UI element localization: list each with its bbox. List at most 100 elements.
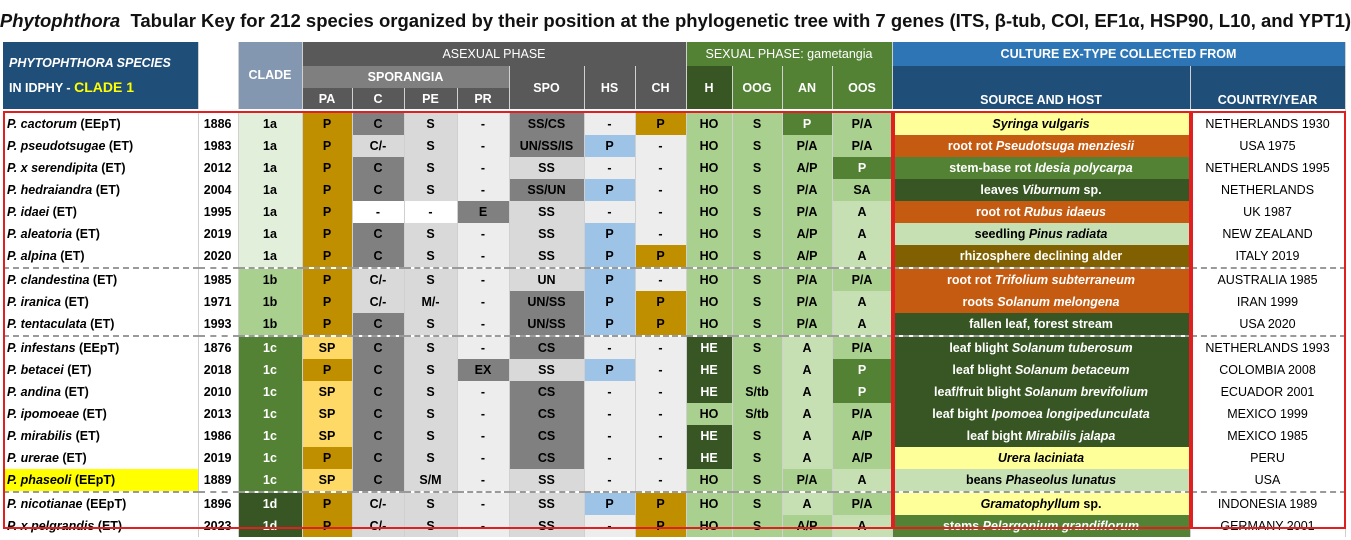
an-value: P [782,113,833,135]
clade-value: 1b [238,268,303,291]
oog-value: S [732,291,783,313]
header-oog: OOG [732,66,783,109]
c-value: C/- [352,515,405,537]
source-host: leaf blight Solanum betaceum [892,359,1191,381]
country-year: USA 2020 [1190,313,1346,337]
species-type-code: (ET) [49,205,77,219]
table-row: P. phaseoli (EEpT) 1889 1c SP C S/M - SS - - HO S P/… [3,469,1346,493]
ch-value: - [635,179,687,201]
country-year: COLOMBIA 2008 [1190,359,1346,381]
pe-value: S [404,135,458,157]
oos-value: A [832,469,893,493]
species-binomial: P. alpina [7,249,57,263]
an-value: P/A [782,179,833,201]
species-name: P. andina (ET) [3,381,199,403]
oos-value: A [832,313,893,337]
country-year: MEXICO 1985 [1190,425,1346,447]
oog-value: S [732,179,783,201]
species-name: P. pseudotsugae (ET) [3,135,199,157]
spo-value: SS [509,223,585,245]
country-year: ECUADOR 2001 [1190,381,1346,403]
country-year: USA [1190,469,1346,493]
an-value: P/A [782,201,833,223]
ch-value: P [635,245,687,269]
pr-value: - [457,469,510,493]
spo-value: CS [509,381,585,403]
header-clade-tag: CLADE 1 [74,79,134,95]
oog-value: S [732,201,783,223]
spo-value: SS [509,492,585,515]
c-value: C [352,336,405,359]
header-spo: SPO [509,66,585,109]
host-species: Ipomoea longipedunculata [991,407,1150,421]
an-value: P/A [782,268,833,291]
species-type-code: (ET) [86,317,115,331]
c-value: C [352,425,405,447]
host-species: Syringa vulgaris [992,117,1090,131]
an-value: A [782,403,833,425]
an-value: A [782,447,833,469]
ch-value: P [635,291,687,313]
ch-value: P [635,113,687,135]
c-value: C/- [352,268,405,291]
spo-value: UN [509,268,585,291]
pr-value: - [457,447,510,469]
host-species: Solanum betaceum [1014,363,1130,377]
c-value: - [352,201,405,223]
spo-value: SS [509,359,585,381]
species-name: P. urerae (ET) [3,447,199,469]
source-host: Gramatophyllum sp. [892,492,1191,515]
species-table: PHYTOPHTHORA SPECIES IN IDPHY - CLADE 1 … [3,42,1346,537]
pr-value: - [457,135,510,157]
table-row: P. hedraiandra (ET) 2004 1a P C S - SS/UN P - HO S P… [3,179,1346,201]
pr-value: EX [457,359,510,381]
pe-value: S [404,268,458,291]
species-type-code: (ET) [97,161,126,175]
header-c: C [352,88,405,109]
country-year: GERMANY 2001 [1190,515,1346,537]
country-year: IRAN 1999 [1190,291,1346,313]
pr-value: - [457,515,510,537]
source-host: leaf bight Ipomoea longipedunculata [892,403,1191,425]
species-year: 1971 [198,291,239,313]
c-value: C [352,381,405,403]
clade-value: 1c [238,381,303,403]
species-binomial: P. phaseoli [7,473,72,487]
source-text: rhizosphere declining alder [959,249,1123,263]
species-type-code: (ET) [89,273,118,287]
species-name: P. ipomoeae (ET) [3,403,199,425]
an-value: A [782,492,833,515]
species-year: 1993 [198,313,239,337]
pa-value: P [302,245,353,269]
c-value: C [352,313,405,337]
oog-value: S [732,336,783,359]
pe-value: S [404,157,458,179]
species-name: P. hedraiandra (ET) [3,179,199,201]
an-value: P/A [782,469,833,493]
country-year: NEW ZEALAND [1190,223,1346,245]
pr-value: - [457,223,510,245]
host-species: Rubus idaeus [1023,205,1106,219]
species-name: P. aleatoria (ET) [3,223,199,245]
table-row: P. x serendipita (ET) 2012 1a P C S - SS - - HO S A/… [3,157,1346,179]
source-text: sp. [1083,497,1102,511]
clade-value: 1a [238,245,303,269]
host-species: Solanum melongena [997,295,1120,309]
c-value: C [352,359,405,381]
species-binomial: P. mirabilis [7,429,73,443]
oog-value: S [732,157,783,179]
species-year: 2013 [198,403,239,425]
source-text: stems [943,519,980,533]
species-name: P. infestans (EEpT) [3,336,199,359]
oog-value: S [732,268,783,291]
pa-value: P [302,291,353,313]
hs-value: P [584,268,636,291]
country-year: NETHERLANDS 1993 [1190,336,1346,359]
species-type-code: (EEpT) [76,117,121,131]
country-year: INDONESIA 1989 [1190,492,1346,515]
h-value: HO [686,291,733,313]
species-year: 2004 [198,179,239,201]
species-binomial: P. andina [7,385,61,399]
title-genus: Phytophthora [0,10,121,31]
